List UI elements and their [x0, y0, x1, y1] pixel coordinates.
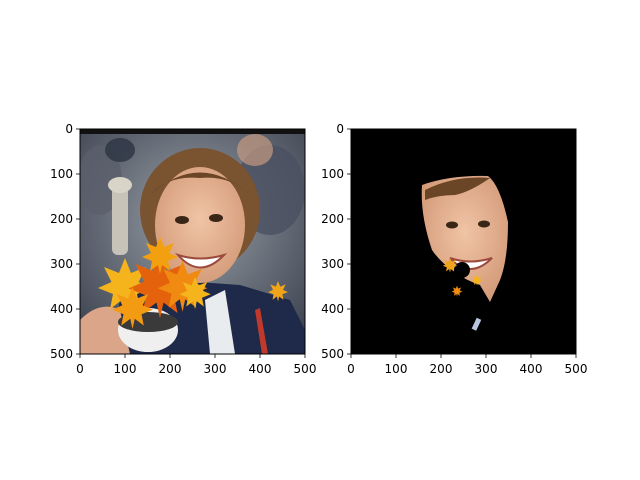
- right-eye: [209, 214, 223, 222]
- background-cap: [105, 138, 135, 162]
- right-x-tick-label: 100: [385, 362, 408, 376]
- left-y-tick-label: 0: [65, 122, 73, 136]
- right-y-tick-label: 200: [321, 212, 344, 226]
- masked-left-eye: [446, 221, 458, 229]
- background-person: [80, 145, 122, 215]
- left-x-tick-label: 300: [204, 362, 227, 376]
- right-y-tick-label: 100: [321, 167, 344, 181]
- right-y-tick-label: 500: [321, 347, 344, 361]
- left-x-tick-label: 400: [249, 362, 272, 376]
- jacket-fragment: [471, 317, 482, 331]
- right-image-panel: [351, 129, 576, 354]
- left-axes-frame: [79, 128, 306, 355]
- smile: [174, 252, 228, 269]
- right-x-tick-label: 500: [565, 362, 588, 376]
- masked-face: [421, 175, 508, 302]
- right-y-tick-label: 400: [321, 302, 344, 316]
- right-axes-frame: [350, 128, 577, 355]
- left-y-tick-label: 100: [50, 167, 73, 181]
- masked-hair: [425, 177, 490, 200]
- trophy-top: [108, 177, 132, 193]
- shirt-collar: [205, 290, 235, 354]
- trophy: [112, 185, 128, 255]
- right-x-tick-label: 300: [475, 362, 498, 376]
- right-x-tick-label: 400: [520, 362, 543, 376]
- photo-top-border: [80, 129, 305, 134]
- hair-fringe: [150, 172, 250, 195]
- mask-hole: [454, 262, 470, 278]
- left-x-tick-label: 200: [159, 362, 182, 376]
- left-x-tick-label: 500: [294, 362, 317, 376]
- jacket-stripe: [255, 308, 268, 354]
- masked-right-eye: [478, 220, 490, 228]
- right-y-tick-label: 300: [321, 257, 344, 271]
- left-image-panel: [80, 129, 305, 354]
- arm: [80, 306, 130, 354]
- left-x-tick-label: 0: [76, 362, 84, 376]
- right-y-tick-label: 0: [336, 122, 344, 136]
- right-x-tick-label: 0: [347, 362, 355, 376]
- background-face: [237, 134, 273, 166]
- left-x-tick-label: 100: [114, 362, 137, 376]
- left-y-tick-label: 400: [50, 302, 73, 316]
- left-y-tick-label: 500: [50, 347, 73, 361]
- left-y-tick-label: 300: [50, 257, 73, 271]
- left-y-tick-label: 200: [50, 212, 73, 226]
- left-eye: [175, 216, 189, 224]
- right-x-tick-label: 200: [430, 362, 453, 376]
